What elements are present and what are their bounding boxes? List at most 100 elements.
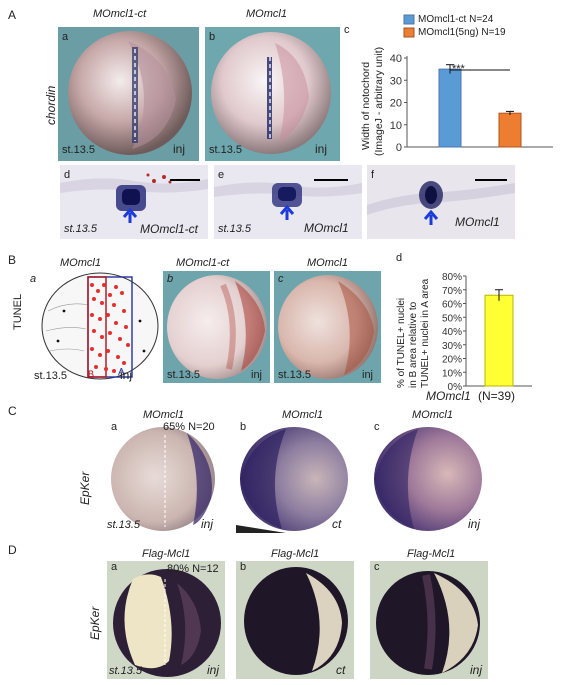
schematic-area-b: B [88,369,95,379]
c-panel-c-side: inj [468,517,481,531]
section-f-letter: f [371,169,375,181]
embryo-image-b: b st.13.5 inj [205,27,340,161]
d-panel-b-title: Flag-Mcl1 [271,548,320,560]
d-panel-a-side: inj [207,663,220,677]
panel-b-title: MOmcl1 [246,8,287,20]
y-tick-label: 40% [442,327,462,338]
epker-image-ca: a 65% N=20 st.13.5 inj [107,421,219,533]
section-d-label: MOmcl1-ct [140,222,198,236]
legend-swatch-ct [403,14,415,25]
panel-b-stage: st.13.5 [209,144,243,156]
panel-b2-side: inj [251,369,263,381]
schematic-side: inj [120,368,133,382]
epker-image-dc: c inj [370,561,488,679]
y-tick-label: 10 [390,120,402,132]
tunel-image-b: b st.13.5 inj [163,271,270,383]
schematic-area-a: A [118,367,125,378]
y-tick-label: 50% [442,313,462,324]
section-d-letter: d [64,169,71,181]
c-panel-a-side: inj [201,517,214,531]
y-tick-label: 80% [442,272,462,283]
section-e-stage: st.13.5 [218,223,252,235]
legend-label-mo: MOmcl1(5ng) N=19 [418,27,506,38]
chart-d-ylabel-2: in B area relative to [408,301,419,388]
c-panel-a-stat: 65% N=20 [163,421,215,433]
chart-d-ylabel-1: % of TUNEL+ nuclei [396,297,407,388]
bar-0 [438,68,462,148]
d-panel-a-stage: st.13.5 [109,665,143,677]
d-panel-a-stat: 80% N=12 [167,563,219,575]
c-panel-a-stage: st.13.5 [107,519,141,531]
c-panel-a-letter: a [111,421,118,433]
section-b-letter: B [8,253,17,267]
y-tick-label: 0% [448,382,463,393]
panel-b2-stage: st.13.5 [167,369,201,381]
c-panel-a-title: MOmcl1 [143,409,184,421]
schematic-stage: st.13.5 [34,370,68,382]
panel-a-letter: a [62,31,69,43]
schematic-title: MOmcl1 [60,257,101,269]
section-f-label: MOmcl1 [455,215,500,229]
c-panel-c-title: MOmcl1 [412,409,453,421]
y-tick-label: 0 [396,142,402,154]
d-panel-b-side: ct [336,663,346,677]
section-a-letter: A [8,8,17,22]
tunel-ratio-chart: 0% 10% 20% 30% 40% 50% 60% 70% 80% [442,272,532,393]
embryo-image-a: a st.13.5 inj [58,27,199,161]
y-tick-label: 60% [442,300,462,311]
section-image-e: e st.13.5 MOmcl1 [214,165,362,239]
c-panel-b-title: MOmcl1 [282,409,323,421]
c-panel-b-letter: b [240,421,247,433]
section-d-stage: st.13.5 [64,223,98,235]
chart-d-xlabel-name: MOmcl1 [426,389,471,403]
epker-image-cb: b ct [236,421,351,533]
chart-d-ylabel-3: TUNEL+ nuclei in A area [420,278,431,388]
tunel-schematic: a B A [28,271,160,382]
notochord-width-chart: 0 10 20 30 40 [390,14,553,154]
section-c-letter: C [8,404,17,418]
panel-c2-stage: st.13.5 [278,369,312,381]
c-panel-c-letter: c [374,421,380,433]
panel-c2-side: inj [362,369,374,381]
d-panel-b-letter: b [240,561,247,573]
y-tick-label: 30 [390,75,402,87]
legend-label-ct: MOmcl1-ct N=24 [418,14,494,25]
bar-0 [484,294,514,387]
y-tick-label: 30% [442,341,462,352]
section-e-letter: e [218,169,225,181]
section-d-gene-label: EpKer [88,606,102,640]
section-c-gene-label: EpKer [78,471,92,505]
section-e-label: MOmcl1 [304,221,349,235]
section-image-d: d st.13.5 MOmcl1-ct [60,165,208,239]
section-a-gene-label: chordin [44,85,58,125]
panel-b2-title: MOmcl1-ct [176,257,230,269]
chart-c-ylabel-2: (ImageJ - arbitrary unit) [373,46,385,156]
bar-1 [498,112,522,148]
section-b-assay-label: TUNEL [12,293,24,330]
epker-image-db: b ct [236,561,354,679]
section-image-f: f MOmcl1 [367,165,515,239]
d-panel-c-letter: c [374,561,380,573]
chart-d-letter: d [396,252,403,264]
d-panel-a-letter: a [111,561,118,573]
schematic-letter: a [30,273,37,285]
y-tick-label: 70% [442,286,462,297]
significance-stars: *** [452,63,465,75]
chart-c-ylabel-1: Width of notochord [360,61,372,150]
panel-c2-title: MOmcl1 [307,257,348,269]
chart-c-letter: c [344,24,350,36]
panel-a-title: MOmcl1-ct [93,8,147,20]
panel-a-stage: st.13.5 [62,144,96,156]
panel-b-letter: b [209,31,216,43]
c-panel-b-side: ct [332,517,342,531]
section-d-letter: D [8,543,17,557]
chart-d-xlabel-n: (N=39) [478,389,516,403]
y-tick-label: 20% [442,355,462,366]
tunel-image-c: c st.13.5 inj [274,271,381,383]
y-tick-label: 20 [390,98,402,110]
panel-a-side: inj [173,142,186,156]
epker-image-cc: c inj [370,421,485,533]
d-panel-a-title: Flag-Mcl1 [142,548,191,560]
d-panel-c-side: inj [470,663,483,677]
y-tick-label: 10% [442,368,462,379]
